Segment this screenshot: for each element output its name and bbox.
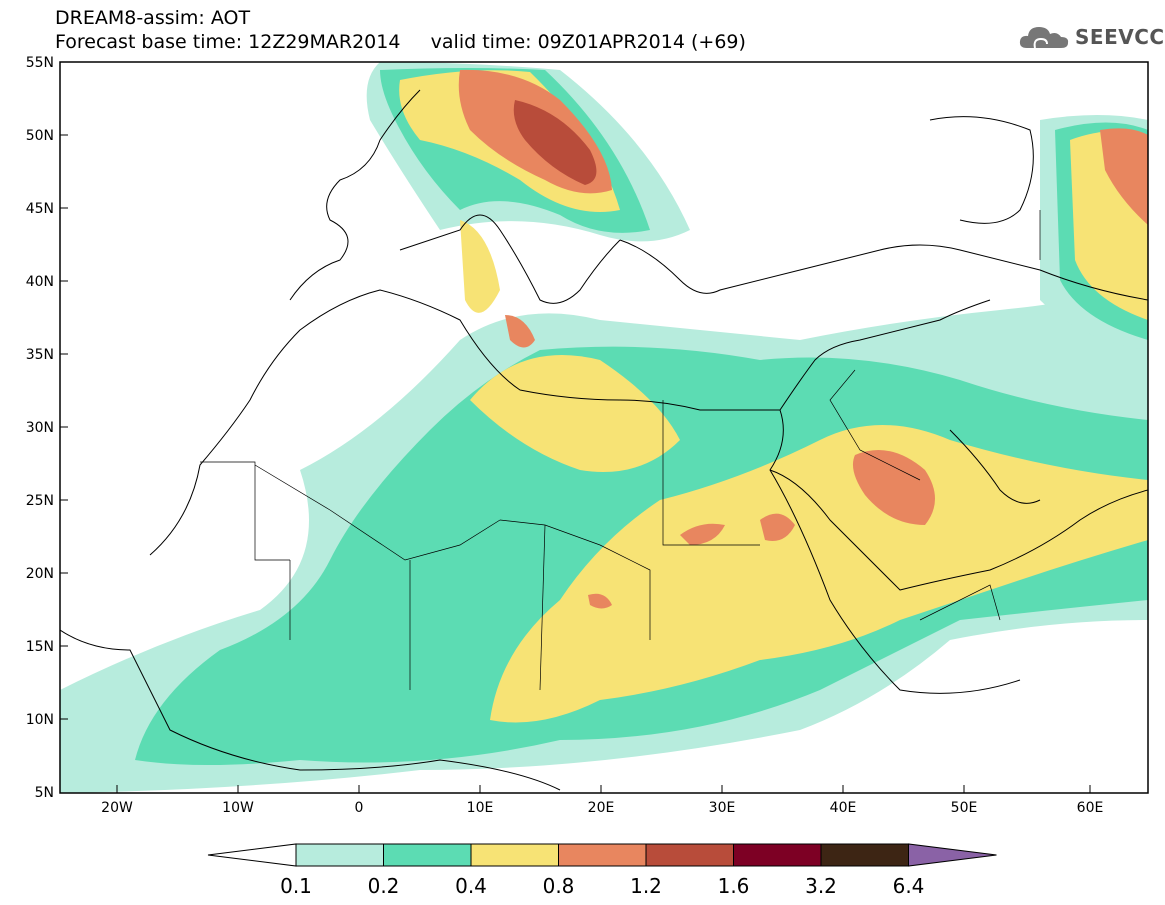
lon-label: 50E <box>951 800 978 816</box>
colorbar-segment <box>733 843 822 867</box>
colorbar-over-arrow <box>908 843 997 867</box>
lon-label: 10E <box>467 800 494 816</box>
lon-label: 20E <box>588 800 615 816</box>
chart-title: DREAM8-assim: AOT <box>55 7 251 29</box>
seevccc-logo: SEEVCCC <box>1017 22 1165 52</box>
colorbar-label: 0.1 <box>280 874 312 898</box>
lon-ticks <box>116 785 1091 793</box>
lat-label: 10N <box>26 712 54 728</box>
colorbar-under-arrow <box>207 843 297 867</box>
valid-time: valid time: 09Z01APR2014 (+69) <box>430 31 746 53</box>
country-borders <box>200 210 1041 691</box>
coastlines <box>60 89 1148 791</box>
time-info: Forecast base time: 12Z29MAR2014 valid t… <box>55 30 746 54</box>
colorbar-label: 0.4 <box>455 874 487 898</box>
lat-label: 40N <box>26 274 54 290</box>
colorbar-label: 0.8 <box>543 874 575 898</box>
colorbar-label: 0.2 <box>368 874 400 898</box>
lat-label: 30N <box>26 420 54 436</box>
colorbar-label: 1.6 <box>718 874 750 898</box>
lon-label: 30E <box>709 800 736 816</box>
lat-label: 5N <box>35 785 54 801</box>
cloud-icon <box>1019 27 1069 49</box>
colorbar-segment <box>558 843 647 867</box>
chart-header: DREAM8-assim: AOT Forecast base time: 12… <box>55 6 746 54</box>
lat-label: 45N <box>26 201 54 217</box>
latitude-labels: 55N 50N 45N 40N 35N 30N 25N 20N 15N 10N … <box>26 55 54 801</box>
colorbar-label: 6.4 <box>893 874 925 898</box>
colorbar-segment <box>383 843 472 867</box>
lat-label: 55N <box>26 55 54 71</box>
longitude-labels: 20W 10W 0 10E 20E 30E 40E 50E 60E <box>101 800 1103 816</box>
lat-label: 35N <box>26 347 54 363</box>
lon-label: 40E <box>830 800 857 816</box>
lat-label: 15N <box>26 639 54 655</box>
lat-label: 20N <box>26 566 54 582</box>
colorbar-segment <box>645 843 734 867</box>
colorbar: 0.1 0.2 0.4 0.8 1.2 1.6 3.2 6.4 <box>207 843 997 898</box>
colorbar-label: 1.2 <box>630 874 662 898</box>
lat-ticks <box>60 134 68 720</box>
lon-label: 20W <box>101 800 133 816</box>
lon-label: 10W <box>222 800 254 816</box>
colorbar-segment <box>470 843 559 867</box>
colorbar-segment <box>295 843 384 867</box>
colorbar-segment <box>820 843 909 867</box>
lat-label: 25N <box>26 493 54 509</box>
lon-label: 60E <box>1077 800 1104 816</box>
colorbar-label: 3.2 <box>805 874 837 898</box>
lat-label: 50N <box>26 128 54 144</box>
base-time: Forecast base time: 12Z29MAR2014 <box>55 31 401 53</box>
logo-text: SEEVCCC <box>1075 25 1165 49</box>
aot-shading <box>60 62 1148 793</box>
lon-label: 0 <box>355 800 364 816</box>
